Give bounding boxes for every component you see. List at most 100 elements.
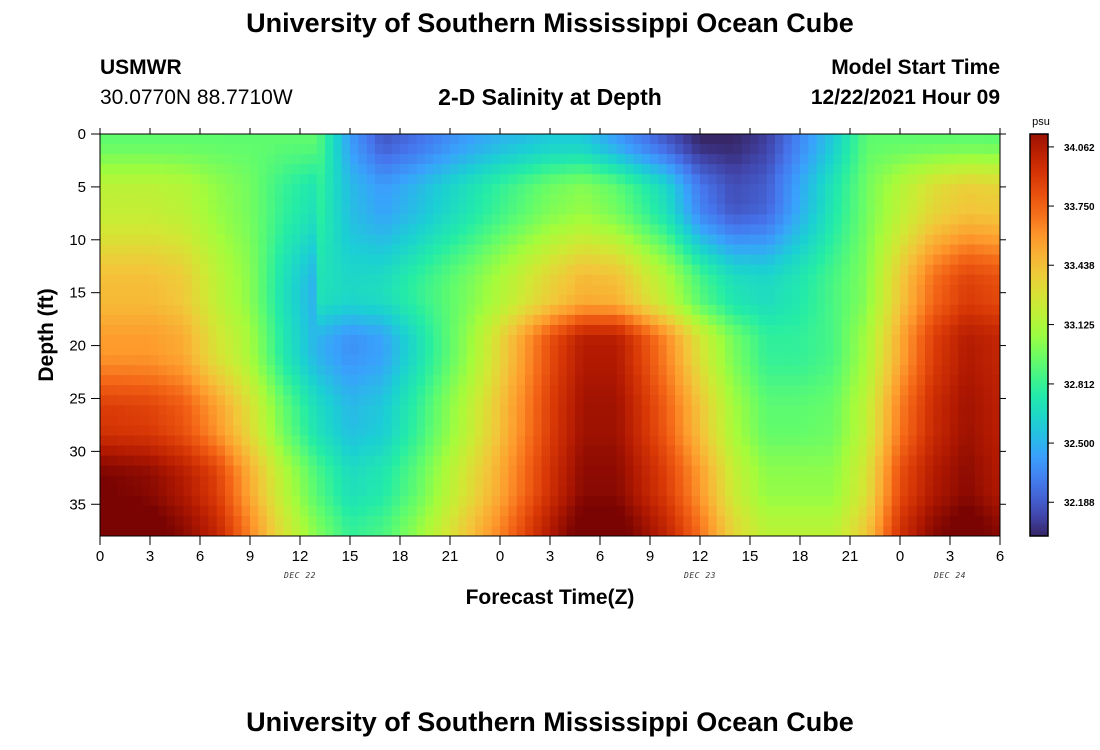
heatmap-cell	[250, 365, 259, 376]
heatmap-cell	[583, 254, 593, 266]
heatmap-cell	[325, 345, 334, 356]
heatmap-cell	[983, 505, 993, 517]
heatmap-cell	[416, 365, 426, 376]
heatmap-cell	[783, 495, 793, 507]
heatmap-cell	[466, 214, 476, 226]
heatmap-cell	[366, 345, 376, 356]
heatmap-cell	[700, 355, 709, 366]
heatmap-cell	[950, 405, 959, 416]
heatmap-cell	[475, 264, 484, 276]
heatmap-cell	[600, 254, 609, 266]
heatmap-cell	[866, 284, 876, 296]
heatmap-cell	[908, 475, 918, 487]
heatmap-cell	[850, 485, 859, 497]
heatmap-cell	[925, 294, 934, 306]
heatmap-cell	[416, 214, 426, 226]
heatmap-cell	[175, 284, 184, 296]
heatmap-cell	[116, 405, 126, 416]
heatmap-cell	[191, 284, 201, 296]
heatmap-cell	[675, 345, 684, 356]
heatmap-cell	[408, 224, 418, 236]
heatmap-cell	[800, 475, 809, 487]
heatmap-cell	[716, 274, 726, 286]
heatmap-cell	[850, 395, 859, 406]
heatmap-cell	[108, 505, 118, 517]
heatmap-cell	[775, 224, 784, 236]
heatmap-cell	[533, 304, 543, 316]
heatmap-cell	[258, 134, 268, 145]
heatmap-cell	[583, 144, 593, 155]
heatmap-cell	[966, 134, 976, 145]
heatmap-cell	[608, 214, 618, 226]
heatmap-cell	[125, 164, 134, 175]
heatmap-cell	[116, 314, 126, 326]
heatmap-cell	[500, 485, 509, 497]
heatmap-cell	[625, 405, 634, 416]
heatmap-cell	[950, 375, 959, 386]
heatmap-cell	[550, 475, 559, 487]
heatmap-cell	[966, 264, 976, 276]
heatmap-cell	[283, 304, 293, 316]
heatmap-cell	[300, 254, 309, 266]
heatmap-cell	[291, 465, 301, 477]
heatmap-cell	[300, 224, 309, 236]
heatmap-cell	[183, 304, 193, 316]
heatmap-cell	[775, 324, 784, 336]
heatmap-cell	[691, 234, 701, 246]
heatmap-cell	[200, 194, 209, 205]
heatmap-cell	[225, 525, 234, 536]
heatmap-cell	[691, 134, 701, 145]
heatmap-cell	[625, 234, 634, 246]
heatmap-cell	[916, 254, 926, 266]
heatmap-cell	[125, 154, 134, 165]
heatmap-cell	[608, 485, 618, 497]
heatmap-cell	[125, 435, 134, 447]
heatmap-cell	[908, 335, 918, 346]
heatmap-cell	[291, 294, 301, 306]
heatmap-cell	[941, 324, 951, 336]
heatmap-cell	[350, 495, 359, 507]
heatmap-cell	[750, 134, 759, 145]
heatmap-cell	[800, 335, 809, 346]
heatmap-cell	[641, 375, 651, 386]
heatmap-cell	[466, 455, 476, 467]
heatmap-cell	[266, 214, 276, 226]
heatmap-cell	[283, 405, 293, 416]
heatmap-cell	[408, 314, 418, 326]
heatmap-cell	[358, 284, 368, 296]
heatmap-cell	[591, 415, 601, 427]
heatmap-cell	[166, 304, 176, 316]
heatmap-cell	[941, 254, 951, 266]
heatmap-cell	[650, 134, 659, 145]
heatmap-cell	[100, 144, 109, 155]
heatmap-cell	[783, 445, 793, 457]
heatmap-cell	[991, 405, 1000, 416]
heatmap-cell	[683, 435, 693, 447]
heatmap-cell	[533, 134, 543, 145]
heatmap-cell	[200, 515, 209, 527]
heatmap-cell	[233, 385, 243, 396]
heatmap-cell	[558, 445, 568, 457]
heatmap-cell	[591, 164, 601, 175]
heatmap-cell	[466, 475, 476, 487]
heatmap-cell	[658, 355, 668, 366]
day-label: DEC 23	[683, 571, 716, 580]
heatmap-cell	[300, 184, 309, 195]
heatmap-cell	[983, 154, 993, 165]
heatmap-cell	[391, 234, 401, 246]
heatmap-cell	[200, 505, 209, 517]
heatmap-cell	[666, 224, 676, 236]
heatmap-cell	[558, 294, 568, 306]
heatmap-cell	[958, 244, 968, 256]
heatmap-cell	[800, 134, 809, 145]
heatmap-cell	[916, 405, 926, 416]
heatmap-cell	[275, 485, 284, 497]
heatmap-cell	[416, 184, 426, 195]
heatmap-cell	[900, 475, 909, 487]
heatmap-cell	[916, 224, 926, 236]
heatmap-cell	[625, 324, 634, 336]
heatmap-cell	[916, 164, 926, 175]
heatmap-cell	[541, 475, 551, 487]
heatmap-cell	[133, 274, 143, 286]
heatmap-cell	[350, 244, 359, 256]
